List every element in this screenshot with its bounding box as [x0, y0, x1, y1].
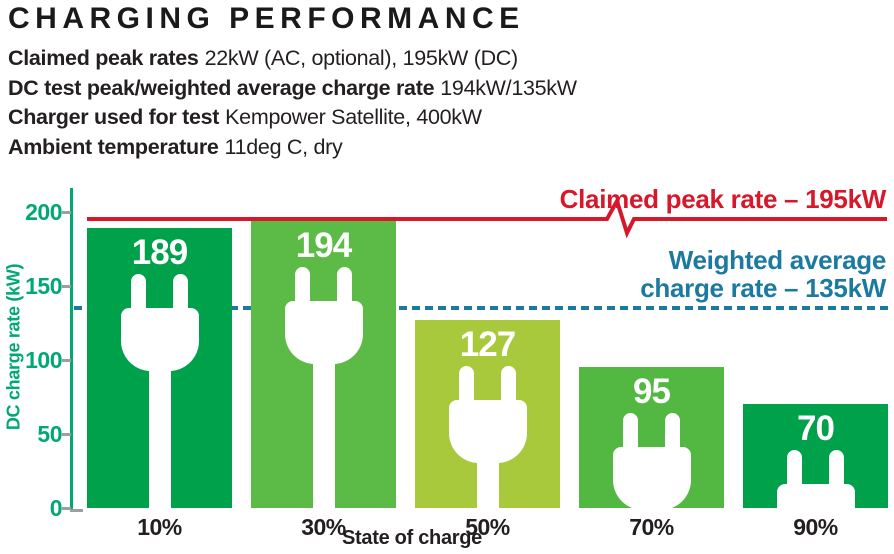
bar-soc-70%: 95 — [579, 367, 724, 508]
bar-soc-50%: 127 — [415, 320, 560, 508]
weighted-average-label: Weighted average charge rate – 135kW — [640, 246, 886, 302]
weighted-average-line — [74, 306, 888, 310]
spec-dc-test-peak: DC test peak/weighted average charge rat… — [8, 74, 577, 104]
x-tick-label-10%: 10% — [137, 514, 182, 540]
page-title: CHARGING PERFORMANCE — [8, 2, 525, 35]
plug-prong-left — [459, 366, 474, 402]
plug-icon — [579, 367, 724, 508]
plug-prong-left — [623, 413, 638, 449]
y-tick-mark-200 — [62, 211, 71, 214]
x-tick-label-90%: 90% — [793, 514, 838, 540]
plug-prong-right — [501, 366, 516, 402]
spec-list: Claimed peak rates 22kW (AC, optional), 1… — [8, 44, 577, 162]
bar-value-label: 194 — [295, 225, 352, 265]
spec-value: 22kW (AC, optional), 195kW (DC) — [204, 46, 519, 70]
plug-prong-left — [131, 274, 146, 310]
y-tick-mark-0 — [62, 507, 71, 510]
bar-value-label: 127 — [459, 325, 516, 365]
claimed-peak-label: Claimed peak rate – 195kW — [559, 184, 887, 214]
y-tick-label-150: 150 — [25, 273, 62, 299]
bar-value-label: 70 — [797, 409, 835, 449]
plug-prong-left — [787, 450, 802, 486]
plug-body — [120, 308, 199, 372]
x-tick-label-50%: 50% — [465, 514, 510, 540]
y-tick-mark-100 — [62, 359, 71, 362]
spec-value: 11deg C, dry — [224, 134, 343, 159]
spec-charger-used: Charger used for test Kempower Satellite,… — [8, 103, 577, 133]
plug-body — [612, 447, 691, 508]
spec-label: Charger used for test — [8, 105, 220, 129]
plug-prong-right — [337, 266, 352, 302]
y-tick-label-0: 0 — [49, 495, 63, 521]
bar-value-label: 95 — [633, 372, 671, 412]
plug-prong-right — [665, 413, 680, 449]
plug-icon — [251, 221, 396, 508]
x-axis-origin-foot — [70, 509, 83, 512]
claimed-peak-line — [87, 195, 887, 239]
plug-cable — [476, 461, 499, 508]
weighted-average-label-line2: charge rate – 135kW — [640, 273, 886, 303]
plug-prong-right — [173, 274, 188, 310]
spec-value: Kempower Satellite, 400kW — [225, 105, 482, 129]
y-axis-line — [70, 188, 73, 511]
plug-prong-right — [829, 450, 844, 486]
bar-value-label: 189 — [131, 233, 188, 273]
x-axis-title: State of charge — [342, 527, 482, 549]
plug-cable — [148, 369, 171, 508]
bar-soc-30%: 194 — [251, 220, 396, 508]
plug-body — [284, 300, 363, 364]
spec-label: Claimed peak rates — [8, 46, 199, 70]
y-tick-label-50: 50 — [37, 421, 62, 447]
spec-value: 194kW/135kW — [440, 75, 577, 100]
spec-label: Ambient temperature — [8, 134, 219, 159]
plug-icon — [743, 404, 888, 508]
plug-icon — [415, 320, 560, 508]
plug-icon — [87, 228, 232, 508]
plug-cable — [312, 361, 335, 508]
plug-body — [776, 484, 855, 508]
plug-body — [448, 400, 527, 464]
bar-soc-10%: 189 — [87, 228, 232, 508]
y-tick-label-200: 200 — [25, 199, 62, 225]
y-tick-label-100: 100 — [25, 347, 62, 373]
x-tick-label-30%: 30% — [301, 514, 346, 540]
x-tick-label-70%: 70% — [629, 514, 674, 540]
spec-claimed-peak-rates: Claimed peak rates 22kW (AC, optional), 1… — [8, 44, 577, 74]
plug-prong-left — [295, 266, 310, 302]
y-tick-mark-50 — [62, 433, 71, 436]
weighted-average-label-line1: Weighted average — [668, 245, 887, 275]
spec-label: DC test peak/weighted average charge rat… — [8, 75, 435, 100]
spec-ambient-temperature: Ambient temperature 11deg C, dry — [8, 133, 577, 163]
y-tick-mark-150 — [62, 285, 71, 288]
bar-soc-90%: 70 — [743, 404, 888, 508]
